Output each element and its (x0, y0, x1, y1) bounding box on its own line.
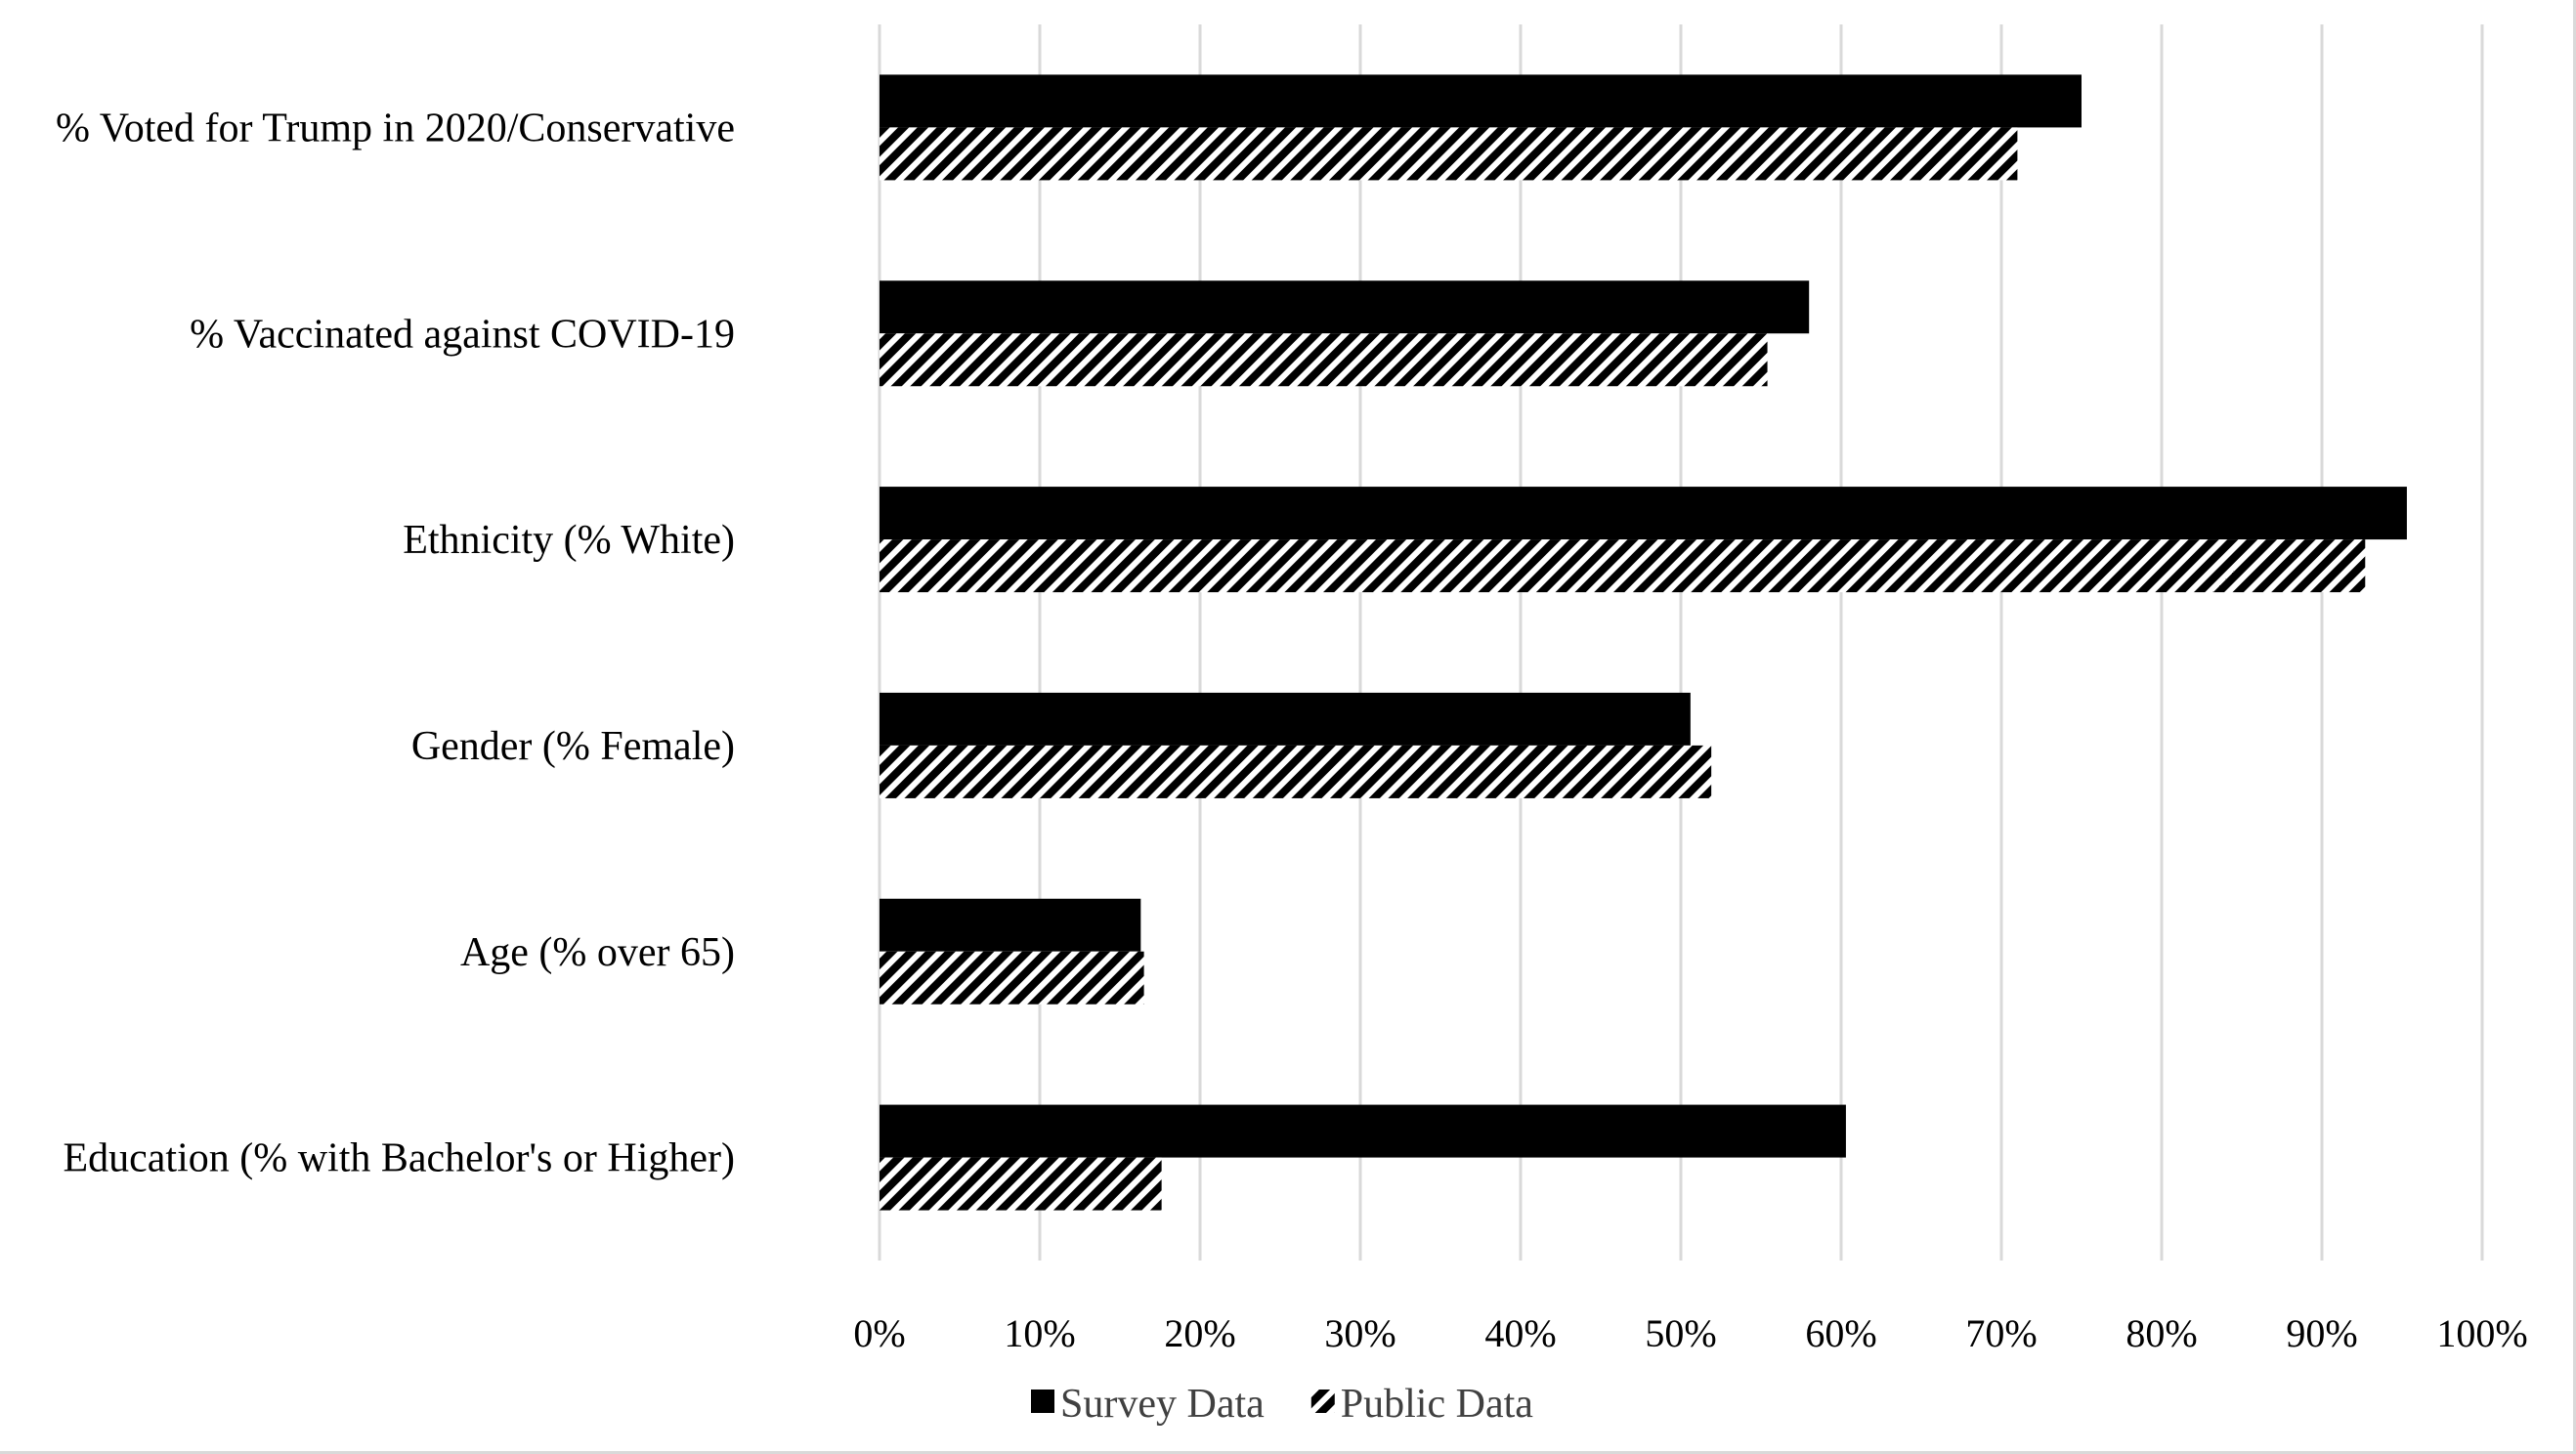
x-axis-ticks: 0% 10% 20% 30% 40% 50% 60% 70% 80% 90% 100% (853, 1311, 2527, 1355)
x-tick-label: 100% (2436, 1311, 2527, 1355)
x-tick-label: 60% (1805, 1311, 1876, 1355)
bar-survey (880, 487, 2407, 540)
category-label: Age (% over 65) (460, 930, 735, 975)
x-tick-label: 20% (1164, 1311, 1235, 1355)
x-tick-label: 0% (853, 1311, 905, 1355)
category-label: Ethnicity (% White) (403, 518, 735, 563)
bar-public (880, 951, 1144, 1005)
category-labels: % Voted for Trump in 2020/Conservative % … (56, 106, 735, 1180)
bar-survey (880, 898, 1141, 952)
bar-survey (880, 1104, 1846, 1158)
legend-label: Public Data (1341, 1382, 1533, 1427)
bar-public (880, 745, 1712, 798)
x-tick-label: 10% (1004, 1311, 1075, 1355)
bar-survey (880, 692, 1691, 746)
category-label: Gender (% Female) (411, 724, 735, 769)
legend-swatch (1310, 1390, 1335, 1413)
gridlines (878, 24, 2484, 1261)
bars (880, 74, 2407, 1211)
bar-public (880, 1157, 1162, 1211)
x-tick-label: 90% (2286, 1311, 2357, 1355)
legend-label: Survey Data (1060, 1382, 1265, 1427)
category-label: Education (% with Bachelor's or Higher) (63, 1136, 735, 1181)
legend-swatch (1031, 1390, 1054, 1413)
bar-public (880, 333, 1768, 387)
x-tick-label: 50% (1645, 1311, 1716, 1355)
category-label: % Voted for Trump in 2020/Conservative (56, 106, 735, 150)
x-tick-label: 70% (1965, 1311, 2037, 1355)
bar-public (880, 539, 2366, 593)
x-tick-label: 80% (2125, 1311, 2197, 1355)
bar-public (880, 127, 2018, 181)
bar-survey (880, 74, 2082, 128)
x-tick-label: 40% (1484, 1311, 1556, 1355)
bar-survey (880, 280, 1810, 334)
category-label: % Vaccinated against COVID-19 (190, 312, 735, 357)
x-tick-label: 30% (1324, 1311, 1395, 1355)
legend: Survey Data Public Data (1031, 1382, 1533, 1427)
